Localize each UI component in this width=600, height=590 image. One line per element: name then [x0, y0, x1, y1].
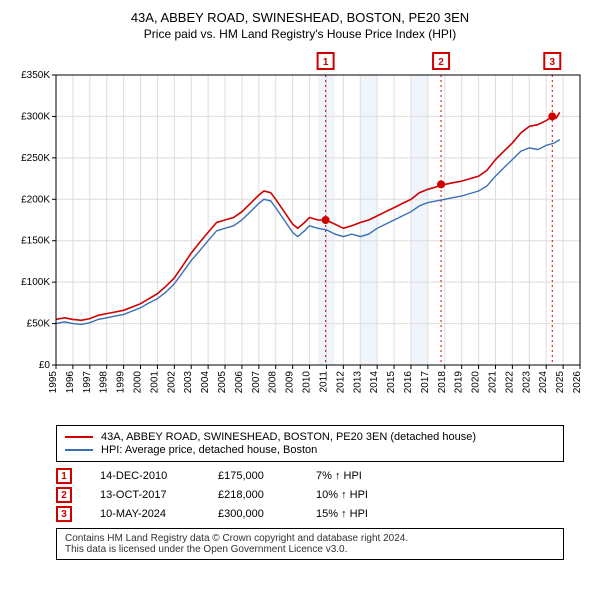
sale-marker-box: 3 [56, 506, 72, 522]
svg-text:£200K: £200K [21, 194, 50, 205]
footer-attribution: Contains HM Land Registry data © Crown c… [56, 528, 564, 560]
svg-text:2008: 2008 [268, 371, 279, 394]
svg-text:2002: 2002 [166, 371, 177, 394]
legend-row: 43A, ABBEY ROAD, SWINESHEAD, BOSTON, PE2… [65, 431, 555, 443]
svg-text:£50K: £50K [27, 319, 51, 330]
chart-title: 43A, ABBEY ROAD, SWINESHEAD, BOSTON, PE2… [6, 10, 594, 25]
svg-text:2024: 2024 [538, 371, 549, 394]
legend-swatch [65, 436, 93, 438]
svg-text:£300K: £300K [21, 111, 50, 122]
chart-subtitle: Price paid vs. HM Land Registry's House … [6, 27, 594, 41]
svg-text:2019: 2019 [454, 371, 465, 394]
legend-label: HPI: Average price, detached house, Bost… [101, 444, 317, 456]
svg-text:2013: 2013 [352, 371, 363, 394]
svg-text:2014: 2014 [369, 371, 380, 394]
svg-text:2010: 2010 [302, 371, 313, 394]
line-chart-svg: 1 2 3 £0 £50K £100K £150K £200K £250K £300K £350K 1… [6, 47, 594, 417]
sales-table: 1 14-DEC-2010 £175,000 7% ↑ HPI 2 13-OCT-2017… [56, 468, 564, 522]
svg-text:2025: 2025 [555, 371, 566, 394]
svg-text:2018: 2018 [437, 371, 448, 394]
sale-diff: 10% ↑ HPI [316, 489, 396, 501]
sale-row: 3 10-MAY-2024 £300,000 15% ↑ HPI [56, 506, 564, 522]
legend-swatch [65, 449, 93, 451]
svg-text:2005: 2005 [217, 371, 228, 394]
svg-text:£0: £0 [39, 360, 51, 371]
svg-text:2017: 2017 [420, 371, 431, 394]
svg-text:2021: 2021 [487, 371, 498, 394]
svg-text:1: 1 [323, 57, 329, 68]
svg-text:2001: 2001 [149, 371, 160, 394]
legend-box: 43A, ABBEY ROAD, SWINESHEAD, BOSTON, PE2… [56, 425, 564, 462]
legend-label: 43A, ABBEY ROAD, SWINESHEAD, BOSTON, PE2… [101, 431, 476, 443]
footer-line2: This data is licensed under the Open Gov… [65, 544, 555, 555]
sale-row: 2 13-OCT-2017 £218,000 10% ↑ HPI [56, 487, 564, 503]
svg-text:1996: 1996 [65, 371, 76, 394]
svg-text:2015: 2015 [386, 371, 397, 394]
svg-text:1998: 1998 [99, 371, 110, 394]
svg-text:£250K: £250K [21, 153, 50, 164]
svg-text:2000: 2000 [133, 371, 144, 394]
sale-date: 10-MAY-2024 [100, 508, 190, 520]
svg-text:1995: 1995 [48, 371, 59, 394]
svg-text:2022: 2022 [504, 371, 515, 394]
chart-area: 1 2 3 £0 £50K £100K £150K £200K £250K £300K £350K 1… [6, 47, 594, 417]
svg-text:2012: 2012 [335, 371, 346, 394]
legend-row: HPI: Average price, detached house, Bost… [65, 444, 555, 456]
svg-text:2003: 2003 [183, 371, 194, 394]
svg-text:2011: 2011 [318, 371, 329, 393]
sale-price: £300,000 [218, 508, 288, 520]
sale-marker-box: 2 [56, 487, 72, 503]
sale-diff: 7% ↑ HPI [316, 470, 396, 482]
svg-text:1999: 1999 [116, 371, 127, 394]
sale-row: 1 14-DEC-2010 £175,000 7% ↑ HPI [56, 468, 564, 484]
svg-text:2007: 2007 [251, 371, 262, 394]
sale-diff: 15% ↑ HPI [316, 508, 396, 520]
svg-text:3: 3 [549, 57, 555, 68]
sale-price: £218,000 [218, 489, 288, 501]
svg-text:2023: 2023 [521, 371, 532, 394]
footer-line1: Contains HM Land Registry data © Crown c… [65, 533, 555, 544]
svg-text:2006: 2006 [234, 371, 245, 394]
svg-text:2: 2 [438, 57, 444, 68]
svg-text:£100K: £100K [21, 277, 50, 288]
svg-text:2016: 2016 [403, 371, 414, 394]
svg-text:1997: 1997 [82, 371, 93, 394]
svg-text:2020: 2020 [471, 371, 482, 394]
svg-text:2026: 2026 [572, 371, 583, 394]
svg-text:£150K: £150K [21, 236, 50, 247]
sale-price: £175,000 [218, 470, 288, 482]
svg-text:2004: 2004 [200, 371, 211, 394]
sale-date: 13-OCT-2017 [100, 489, 190, 501]
sale-date: 14-DEC-2010 [100, 470, 190, 482]
svg-text:£350K: £350K [21, 70, 50, 81]
svg-text:2009: 2009 [285, 371, 296, 394]
sale-marker-box: 1 [56, 468, 72, 484]
